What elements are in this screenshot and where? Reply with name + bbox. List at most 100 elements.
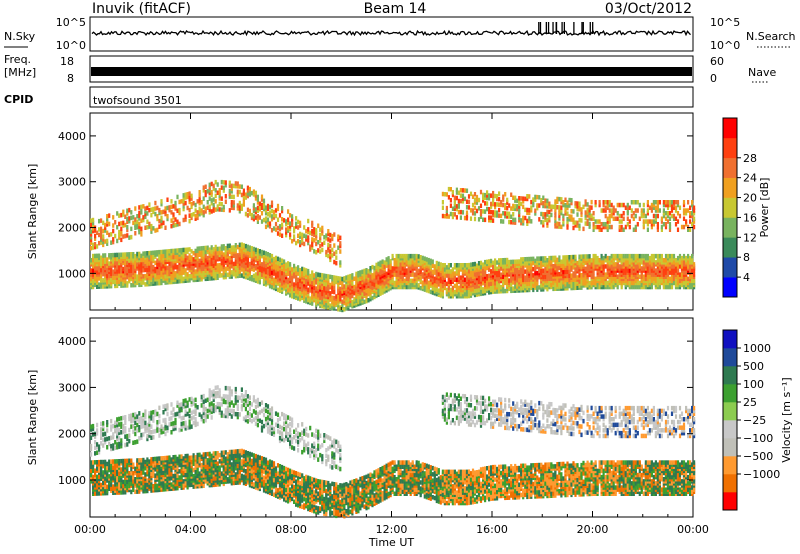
echo-cell — [554, 259, 557, 265]
echo-cell — [106, 219, 109, 224]
echo-cell — [174, 262, 177, 268]
echo-cell — [313, 249, 316, 254]
echo-cell — [230, 186, 233, 191]
echo-cell — [124, 283, 127, 288]
echo-cell — [325, 273, 328, 279]
echo-cell — [361, 269, 364, 274]
echo-cell — [188, 194, 191, 199]
echo-cell — [580, 207, 583, 212]
echo-cell — [664, 270, 668, 275]
echo-cell — [455, 267, 458, 272]
echo-cell — [502, 211, 505, 216]
echo-cell — [482, 262, 485, 267]
echo-cell — [236, 206, 239, 211]
echo-cell — [616, 202, 619, 208]
echo-cell — [210, 198, 213, 203]
echo-cell — [654, 268, 657, 273]
echo-cell — [345, 275, 348, 280]
echo-cell — [479, 260, 483, 266]
echo-cell — [492, 212, 495, 218]
echo-cell — [618, 213, 621, 219]
echo-cell — [570, 200, 573, 206]
echo-cell — [96, 284, 99, 289]
echo-cell — [630, 253, 633, 259]
echo-cell — [150, 250, 153, 256]
echo-cell — [323, 240, 326, 245]
echo-cell — [242, 199, 245, 204]
echo-cell — [610, 266, 613, 271]
echo-cell — [154, 200, 157, 206]
echo-cell — [317, 272, 320, 277]
echo-cell — [564, 208, 567, 213]
echo-cell — [240, 273, 243, 278]
echo-cell — [494, 213, 497, 218]
echo-cell — [445, 214, 448, 219]
echo-cell — [331, 253, 334, 258]
echo-cell — [433, 282, 436, 288]
echo-cell — [668, 216, 672, 221]
echo-cell — [228, 183, 231, 188]
echo-cell — [170, 255, 173, 260]
echo-cell — [682, 200, 686, 205]
echo-cell — [576, 220, 579, 226]
echo-cell — [540, 198, 543, 203]
echo-cell — [112, 215, 115, 220]
echo-cell — [467, 269, 471, 274]
echo-cell — [664, 222, 668, 227]
echo-cell — [198, 250, 201, 255]
echo-cell — [120, 266, 123, 272]
echo-cell — [254, 276, 257, 281]
echo-cell — [140, 229, 143, 234]
echo-cell — [204, 268, 207, 273]
echo-cell — [588, 221, 591, 227]
echo-cell — [224, 246, 227, 251]
echo-cell — [522, 265, 525, 270]
echo-cell — [224, 180, 227, 185]
echo-cell — [528, 216, 531, 221]
echo-cell — [409, 278, 412, 284]
echo-cell — [315, 278, 318, 283]
echo-cell — [510, 214, 513, 219]
echo-cell — [299, 239, 302, 245]
echo-cell — [451, 285, 454, 291]
echo-cell — [594, 200, 597, 205]
echo-cell — [262, 260, 266, 266]
echo-cell — [343, 294, 346, 300]
echo-cell — [518, 198, 521, 204]
echo-cell — [526, 256, 529, 262]
echo-cell — [685, 222, 688, 227]
echo-cell — [588, 205, 591, 210]
echo-cell — [594, 260, 597, 265]
echo-cell — [166, 214, 169, 219]
echo-cell — [216, 263, 219, 268]
echo-cell — [556, 221, 559, 226]
echo-cell — [303, 267, 306, 272]
echo-cell — [572, 254, 575, 260]
echo-cell — [256, 216, 259, 222]
echo-cell — [327, 229, 330, 234]
echo-cell — [188, 278, 191, 283]
echo-cell — [443, 285, 446, 291]
echo-cell — [138, 229, 141, 235]
echo-cell — [283, 273, 286, 279]
echo-cell — [140, 232, 143, 237]
echo-cell — [616, 211, 619, 216]
echo-cell — [479, 211, 483, 217]
echo-cell — [652, 205, 655, 210]
echo-cell — [357, 283, 360, 288]
echo-cell — [676, 219, 680, 224]
echo-cell — [325, 249, 328, 255]
echo-cell — [453, 289, 456, 295]
echo-cell — [333, 289, 336, 295]
echo-cell — [608, 200, 611, 205]
echo-cell — [176, 264, 179, 270]
echo-cell — [214, 275, 217, 281]
echo-cell — [473, 197, 477, 202]
echo-cell — [475, 197, 479, 203]
echo-cell — [439, 291, 442, 296]
echo-cell — [506, 211, 509, 216]
echo-cell — [170, 248, 173, 254]
echo-cell — [522, 196, 525, 201]
echo-cell — [578, 204, 581, 209]
echo-cell — [287, 209, 290, 214]
